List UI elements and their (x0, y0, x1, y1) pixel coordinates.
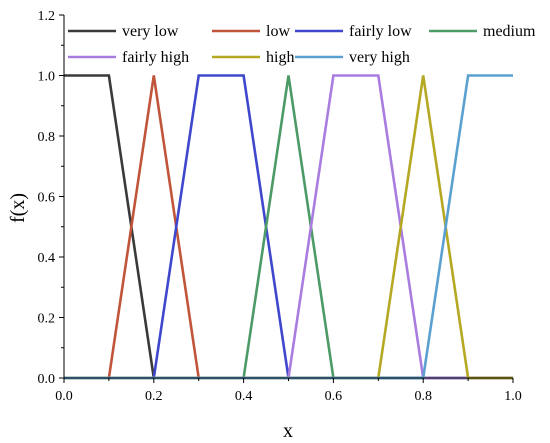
legend-label: fairly low (349, 23, 412, 40)
axes-layer (63, 15, 513, 379)
y-tick-label: 0.8 (38, 130, 56, 145)
y-tick-label: 1.2 (38, 9, 56, 24)
x-tick-label: 0.8 (414, 389, 432, 404)
y-tick-label: 0.6 (38, 191, 56, 206)
series-layer (64, 74, 513, 380)
legend-label: very low (122, 23, 179, 40)
y-tick-label: 0.4 (38, 251, 56, 266)
y-tick-label: 0.2 (38, 312, 56, 327)
legend-label: high (266, 49, 294, 66)
legend-label: low (266, 23, 290, 40)
ticks-layer: 0.0 0.2 0.4 0.6 0.8 1.0 0.0 0.2 0.4 0.6 0.8 1.0 1.2 (38, 9, 522, 404)
legend-item-fairly-low: fairly low (295, 23, 412, 40)
legend-label: fairly high (122, 49, 189, 66)
x-tick-label: 0.4 (235, 389, 253, 404)
legend: very low low fairly low medium fairly high hi… (68, 23, 536, 66)
legend-label: medium (483, 23, 536, 40)
legend-item-very-low: very low (68, 23, 179, 40)
y-tick-label: 0.0 (38, 372, 56, 387)
legend-item-medium: medium (429, 23, 536, 40)
x-tick-label: 1.0 (504, 389, 522, 404)
legend-label: very high (349, 49, 410, 66)
legend-item-high: high (212, 49, 294, 66)
legend-item-low: low (212, 23, 290, 40)
x-tick-label: 0.0 (55, 389, 73, 404)
x-axis-title: x (283, 420, 293, 442)
legend-item-fairly-high: fairly high (68, 49, 189, 66)
y-tick-label: 1.0 (38, 70, 56, 85)
x-tick-label: 0.6 (325, 389, 343, 404)
legend-item-very-high: very high (295, 49, 410, 66)
y-axis-title: f(x) (7, 193, 29, 223)
x-tick-label: 0.2 (145, 389, 163, 404)
